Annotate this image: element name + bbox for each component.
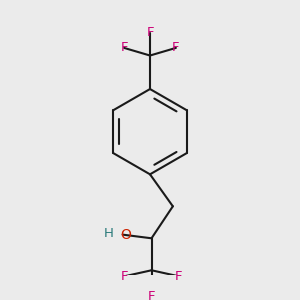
- Text: F: F: [120, 41, 128, 54]
- Text: F: F: [175, 270, 183, 283]
- Text: F: F: [120, 270, 128, 283]
- Text: F: F: [172, 41, 180, 54]
- Text: H: H: [104, 226, 114, 240]
- Text: F: F: [148, 290, 155, 300]
- Text: F: F: [146, 26, 154, 39]
- Text: O: O: [120, 228, 131, 242]
